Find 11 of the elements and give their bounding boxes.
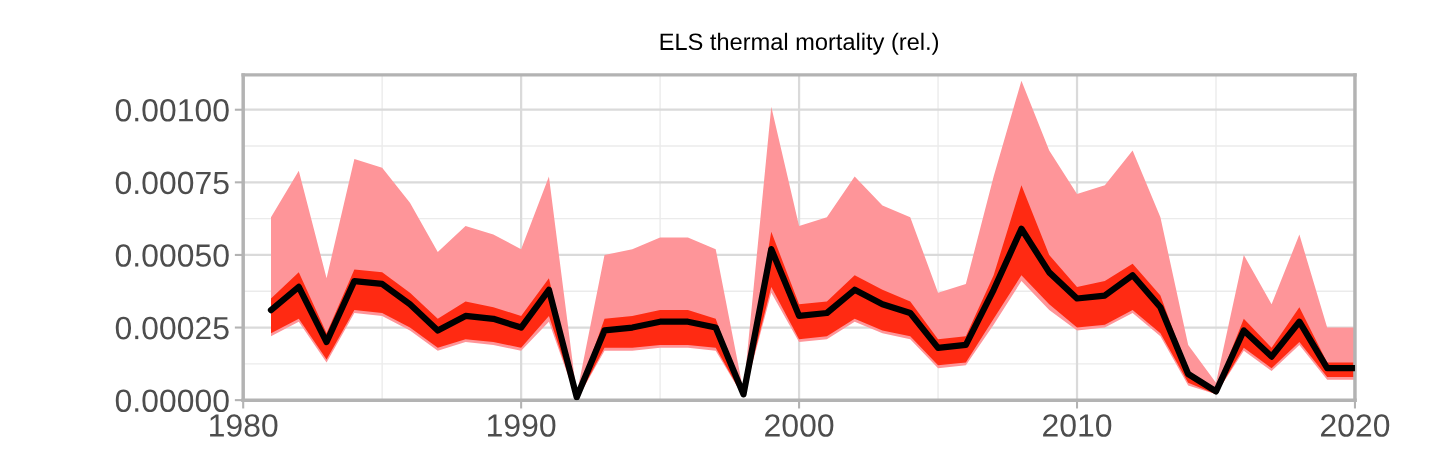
x-tick-label: 1990	[488, 414, 556, 437]
y-tick-label: 0.00050	[115, 244, 229, 267]
x-tick-label: 2020	[1321, 414, 1390, 437]
x-tick-label: 1980	[210, 414, 278, 437]
x-tick-label: 2010	[1043, 414, 1112, 437]
y-tick-label: 0.00075	[115, 171, 229, 195]
x-tick-label: 2000	[765, 414, 834, 437]
chart-title: ELS thermal mortality (rel.)	[660, 32, 939, 55]
y-tick-label: 0.00100	[115, 99, 229, 122]
y-tick-label: 0.00025	[115, 316, 229, 340]
y-tick-label: 0.00000	[115, 389, 229, 413]
